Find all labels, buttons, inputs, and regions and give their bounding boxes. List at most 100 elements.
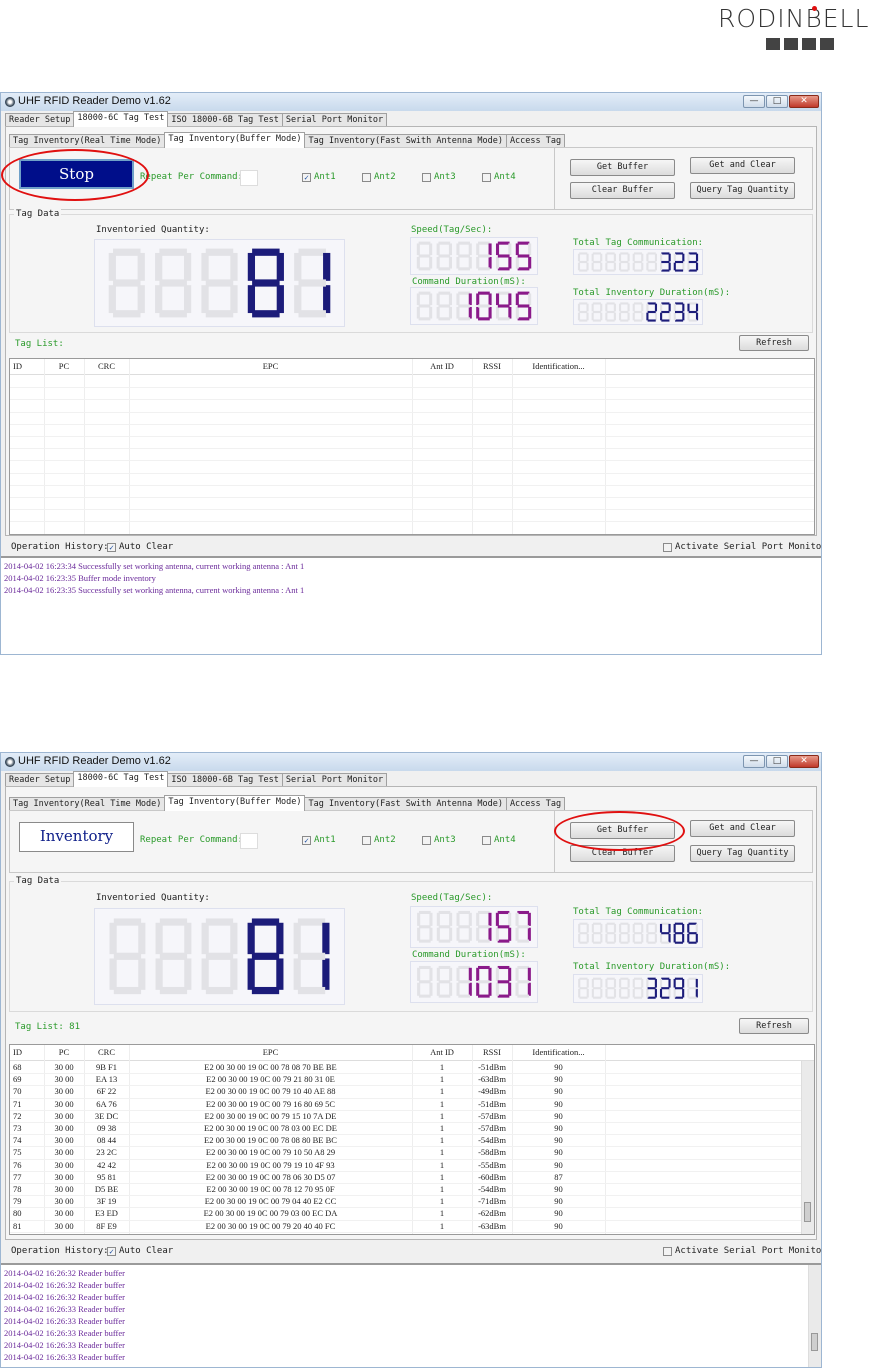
lcd-segment-lit [695, 262, 699, 271]
column-header[interactable]: EPC [262, 1047, 279, 1057]
get-buffer-button[interactable]: Get Buffer [570, 159, 675, 176]
antenna-checkbox[interactable] [482, 173, 491, 182]
main-tab[interactable]: Serial Port Monitor [281, 773, 388, 787]
column-header[interactable]: RSSI [483, 361, 501, 371]
maximize-button[interactable]: □ [766, 95, 788, 108]
main-tab[interactable]: 18000-6C Tag Test [73, 111, 169, 127]
table-row[interactable]: 79 30 00 3F 19 E2 00 30 00 19 0C 00 79 04 4… [10, 1195, 814, 1207]
table-row[interactable]: 81 30 00 8F E9 E2 00 30 00 19 0C 00 79 20 4… [10, 1220, 814, 1232]
column-header[interactable]: CRC [97, 1047, 115, 1057]
table-row[interactable]: 70 30 00 6F 22 E2 00 30 00 19 0C 00 79 10 4… [10, 1085, 814, 1097]
main-tab[interactable]: ISO 18000-6B Tag Test [167, 113, 283, 127]
query-tag-quantity-button[interactable]: Query Tag Quantity [690, 182, 795, 199]
antenna-checkbox[interactable] [362, 836, 371, 845]
refresh-button[interactable]: Refresh [739, 1018, 809, 1034]
app-window: UHF RFID Reader Demo v1.62 — □ ✕ Reader Setu… [0, 752, 822, 1368]
auto-clear-checkbox[interactable]: ✓ [107, 543, 116, 552]
total-inventory-duration-label: Total Inventory Duration(mS): [573, 962, 731, 973]
scrollbar-thumb[interactable] [804, 1202, 811, 1222]
lcd-segment-ghost [418, 911, 431, 915]
query-tag-quantity-button[interactable]: Query Tag Quantity [690, 845, 795, 862]
lcd-segment-ghost [456, 912, 460, 927]
repeat-per-command-input[interactable] [240, 170, 258, 186]
main-tab[interactable]: Serial Port Monitor [281, 113, 388, 127]
column-header[interactable]: Identification... [532, 361, 585, 371]
lcd-segment-ghost [298, 248, 326, 256]
table-row[interactable]: 78 30 00 D5 BE E2 00 30 00 19 0C 00 78 12 7… [10, 1183, 814, 1195]
scrollbar-thumb[interactable] [811, 1333, 818, 1351]
column-header[interactable]: EPC [262, 361, 279, 371]
inner-tab[interactable]: Tag Inventory(Fast Swith Antenna Mode) [304, 134, 507, 148]
table-cell: 30 00 [54, 1135, 74, 1146]
lcd-segment-ghost [586, 312, 589, 321]
table-row[interactable]: 68 30 00 9B F1 E2 00 30 00 19 0C 00 78 08 7… [10, 1061, 814, 1073]
column-header[interactable]: ID [13, 1047, 22, 1057]
antenna-checkbox[interactable] [422, 836, 431, 845]
lcd-segment-ghost [613, 253, 616, 262]
inventory-button[interactable]: Inventory [19, 822, 134, 852]
table-row[interactable]: 71 30 00 6A 76 E2 00 30 00 19 0C 00 79 16 8… [10, 1098, 814, 1110]
table-row[interactable]: 73 30 00 09 38 E2 00 30 00 19 0C 00 78 03 0… [10, 1122, 814, 1134]
column-header[interactable]: CRC [97, 361, 115, 371]
table-row[interactable]: 69 30 00 EA 13 E2 00 30 00 19 0C 00 79 21 8… [10, 1073, 814, 1085]
inner-tab[interactable]: Tag Inventory(Buffer Mode) [164, 132, 306, 148]
column-header[interactable]: Ant ID [430, 1047, 454, 1057]
get-and-clear-button[interactable]: Get and Clear [690, 157, 795, 174]
operation-log[interactable]: 2014-04-02 16:23:34 Successfully set wor… [1, 556, 821, 654]
inner-tab[interactable]: Tag Inventory(Buffer Mode) [164, 795, 306, 811]
table-row[interactable]: 77 30 00 95 81 E2 00 30 00 19 0C 00 78 06 3… [10, 1171, 814, 1183]
inner-tab[interactable]: Access Tag [505, 134, 566, 148]
table-cell: 90 [554, 1110, 563, 1121]
lcd-segment-lit [508, 967, 512, 982]
antenna-checkbox[interactable] [362, 173, 371, 182]
main-tab[interactable]: Reader Setup [5, 773, 75, 787]
lcd-segment-lit [323, 252, 331, 281]
lcd-segment-ghost [159, 310, 187, 318]
repeat-per-command-input[interactable] [240, 833, 258, 849]
clear-buffer-button[interactable]: Clear Buffer [570, 845, 675, 862]
main-tab[interactable]: 18000-6C Tag Test [73, 771, 169, 787]
log-scrollbar[interactable] [808, 1265, 821, 1367]
table-row[interactable]: 80 30 00 E3 ED E2 00 30 00 19 0C 00 79 03 0… [10, 1207, 814, 1219]
close-button[interactable]: ✕ [789, 755, 819, 768]
minimize-button[interactable]: — [743, 755, 765, 768]
maximize-button[interactable]: □ [766, 755, 788, 768]
minimize-button[interactable]: — [743, 95, 765, 108]
operation-log[interactable]: 2014-04-02 16:26:32 Reader buffer 2014-04… [1, 1263, 821, 1367]
table-row[interactable]: 75 30 00 23 2C E2 00 30 00 19 0C 00 79 10 5… [10, 1146, 814, 1158]
get-buffer-button[interactable]: Get Buffer [570, 822, 675, 839]
table-row[interactable]: 72 30 00 3E DC E2 00 30 00 19 0C 00 79 15 1… [10, 1110, 814, 1122]
serial-monitor-checkbox[interactable] [663, 543, 672, 552]
column-header[interactable]: RSSI [483, 1047, 501, 1057]
column-header[interactable]: PC [58, 361, 70, 371]
table-cell: 68 [13, 1062, 22, 1072]
column-header[interactable]: Identification... [532, 1047, 585, 1057]
inner-tab[interactable]: Tag Inventory(Real Time Mode) [9, 797, 166, 811]
main-tab[interactable]: Reader Setup [5, 113, 75, 127]
inner-tab[interactable]: Access Tag [505, 797, 566, 811]
antenna-checkbox[interactable] [482, 836, 491, 845]
stop-button[interactable]: Stop [19, 159, 134, 189]
get-and-clear-button[interactable]: Get and Clear [690, 820, 795, 837]
lcd-segment-ghost [456, 293, 460, 306]
table-row[interactable]: 76 30 00 42 42 E2 00 30 00 19 0C 00 79 19 1… [10, 1159, 814, 1171]
lcd-segment-lit [654, 303, 658, 312]
antenna-checkbox[interactable]: ✓ [302, 173, 311, 182]
antenna-checkbox[interactable] [422, 173, 431, 182]
column-header[interactable]: Ant ID [430, 361, 454, 371]
inner-tab[interactable]: Tag Inventory(Fast Swith Antenna Mode) [304, 797, 507, 811]
close-button[interactable]: ✕ [789, 95, 819, 108]
inner-tab[interactable]: Tag Inventory(Real Time Mode) [9, 134, 166, 148]
column-header[interactable]: PC [58, 1047, 70, 1057]
table-row[interactable]: 74 30 00 08 44 E2 00 30 00 19 0C 00 78 08 8… [10, 1134, 814, 1146]
serial-monitor-checkbox[interactable] [663, 1247, 672, 1256]
antenna-checkbox[interactable]: ✓ [302, 836, 311, 845]
lcd-segment-ghost [687, 979, 690, 988]
main-tab[interactable]: ISO 18000-6B Tag Test [167, 773, 283, 787]
column-header[interactable]: ID [13, 361, 22, 371]
refresh-button[interactable]: Refresh [739, 335, 809, 351]
table-scrollbar[interactable] [801, 1061, 814, 1234]
lcd-segment-ghost [418, 241, 431, 245]
clear-buffer-button[interactable]: Clear Buffer [570, 182, 675, 199]
auto-clear-checkbox[interactable]: ✓ [107, 1247, 116, 1256]
